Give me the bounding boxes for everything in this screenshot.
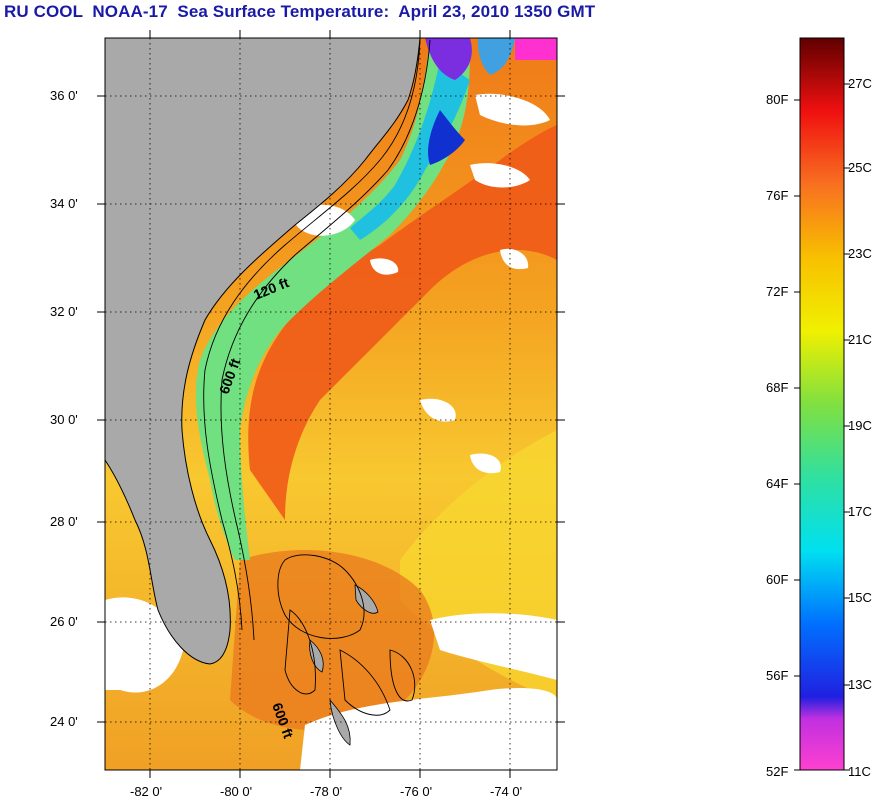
cold-magenta-patch <box>515 38 557 60</box>
temperature-colorbar <box>799 37 845 771</box>
lon-tick-82: -82 0' <box>130 784 162 799</box>
colorbar-f-52: 52F <box>766 764 788 779</box>
map-panel <box>105 38 557 770</box>
colorbar-c-17: 17C <box>848 504 872 519</box>
cloud-mask-patches <box>105 93 557 770</box>
lat-tick-34: 34 0' <box>50 196 78 211</box>
lat-tick-36: 36 0' <box>50 88 78 103</box>
cold-blue-patch <box>477 38 515 75</box>
lat-tick-24: 24 0' <box>50 714 78 729</box>
colorbar-c-19: 19C <box>848 418 872 433</box>
lon-tick-76: -76 0' <box>400 784 432 799</box>
lat-tick-32: 32 0' <box>50 304 78 319</box>
colorbar-c-13: 13C <box>848 677 872 692</box>
colorbar-f-68: 68F <box>766 380 788 395</box>
colorbar-f-60: 60F <box>766 572 788 587</box>
us-southeast-landmass <box>105 38 421 665</box>
lon-tick-80: -80 0' <box>220 784 252 799</box>
cold-water-patch <box>428 110 465 165</box>
colorbar-c-11: 11C <box>848 764 871 779</box>
coastal-cool-band <box>195 38 471 560</box>
page-title: RU COOL NOAA-17 Sea Surface Temperature:… <box>4 2 596 21</box>
bahamas-warm-region <box>230 550 435 731</box>
colorbar-c-15: 15C <box>848 590 872 605</box>
lat-tick-26: 26 0' <box>50 614 78 629</box>
colorbar-f-64: 64F <box>766 476 788 491</box>
lat-tick-28: 28 0' <box>50 514 78 529</box>
colorbar-f-76: 76F <box>766 188 788 203</box>
map-frame <box>104 37 558 771</box>
colorbar-f-80: 80F <box>766 92 788 107</box>
frame-ticks <box>97 30 565 778</box>
colorbar-f-56: 56F <box>766 668 788 683</box>
cold-purple-patch <box>425 38 472 80</box>
colorbar-c-25: 25C <box>848 160 872 175</box>
bathymetry-contours <box>203 39 431 716</box>
colorbar-c-23: 23C <box>848 246 872 261</box>
colorbar-ticks <box>794 83 850 771</box>
lon-tick-78: -78 0' <box>310 784 342 799</box>
colorbar-c-21: 21C <box>848 332 872 347</box>
colorbar-c-27: 27C <box>848 76 872 91</box>
gulf-stream-warm-core <box>248 125 557 520</box>
colorbar-f-72: 72F <box>766 284 788 299</box>
graticule <box>105 38 557 770</box>
lat-tick-30: 30 0' <box>50 412 78 427</box>
cape-hatteras-cold-water <box>350 60 470 240</box>
lon-tick-74: -74 0' <box>490 784 522 799</box>
bahamas-islands <box>309 584 379 746</box>
